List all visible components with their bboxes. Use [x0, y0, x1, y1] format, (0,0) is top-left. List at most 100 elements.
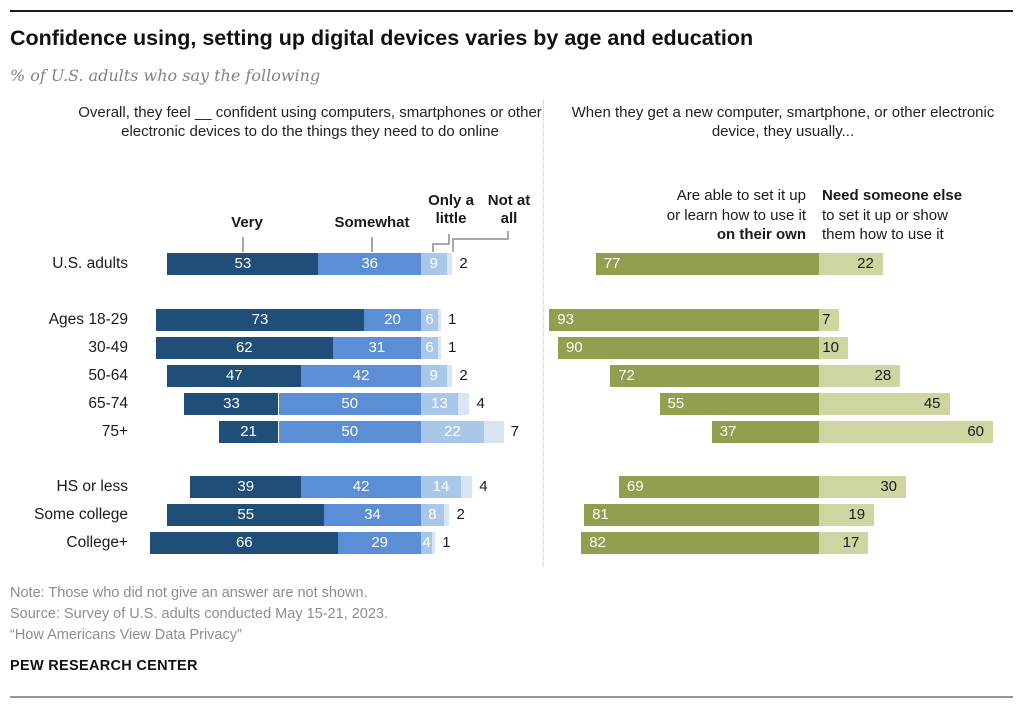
row-label: U.S. adults — [52, 255, 128, 272]
bar-segment-set-up-own: 82 — [581, 532, 819, 554]
legend-not-at-all: Not at all — [487, 192, 531, 227]
bar-segment-only-a-little: 14 — [421, 476, 461, 498]
bar-segment-set-up-own: 90 — [558, 337, 819, 359]
value-label-not-at-all: 2 — [459, 255, 468, 272]
bar-segment-need-someone-else: 30 — [819, 476, 906, 498]
chart-subtitle: % of U.S. adults who say the following — [10, 66, 321, 85]
bar-segment-only-a-little: 9 — [421, 253, 447, 275]
row-label: College+ — [66, 534, 128, 551]
bar-segment-not-at-all — [483, 421, 504, 443]
note-line: Note: Those who did not give an answer a… — [10, 585, 368, 601]
bar-segment-somewhat: 34 — [324, 504, 421, 526]
row-label: Ages 18-29 — [48, 311, 128, 328]
legend-line: to set it up or show — [822, 206, 948, 224]
bar-segment-only-a-little: 22 — [421, 421, 484, 443]
bar-segment-need-someone-else: 22 — [819, 253, 883, 275]
leader-line-little-v2 — [432, 243, 434, 252]
bar-segment-set-up-own: 81 — [584, 504, 819, 526]
row-label: 65-74 — [88, 395, 128, 412]
bar-segment-very: 73 — [155, 309, 364, 331]
bar-segment-very: 62 — [155, 337, 333, 359]
bar-segment-only-a-little: 8 — [421, 504, 444, 526]
value-label-not-at-all: 4 — [479, 478, 488, 495]
bar-segment-very: 66 — [150, 532, 339, 554]
leader-line-little-v1 — [448, 234, 450, 245]
bar-segment-need-someone-else: 7 — [819, 309, 840, 331]
bar-segment-somewhat: 31 — [332, 337, 421, 359]
bar-segment-set-up-own: 37 — [711, 421, 819, 443]
bar-segment-very: 39 — [190, 476, 302, 498]
leader-line-little-h — [432, 243, 450, 245]
row-label: HS or less — [56, 478, 129, 495]
source-line: Source: Survey of U.S. adults conducted … — [10, 606, 389, 622]
bar-segment-somewhat: 50 — [278, 421, 421, 443]
bar-segment-set-up-own: 93 — [549, 309, 819, 331]
leader-line-somewhat — [371, 237, 373, 252]
bar-segment-set-up-own: 69 — [618, 476, 819, 498]
legend-very: Very — [231, 214, 263, 231]
leader-line-notatall-v1 — [507, 231, 509, 240]
value-label-not-at-all: 4 — [476, 395, 485, 412]
bar-segment-not-at-all — [460, 476, 473, 498]
bar-segment-very: 33 — [184, 393, 279, 415]
value-label-not-at-all: 2 — [456, 506, 465, 523]
value-label-not-at-all: 1 — [447, 311, 457, 328]
leader-line-very — [242, 237, 244, 252]
bar-segment-very: 47 — [167, 365, 302, 387]
bar-segment-only-a-little: 13 — [421, 393, 459, 415]
bar-segment-very: 55 — [167, 504, 325, 526]
bar-segment-need-someone-else: 60 — [819, 421, 993, 443]
row-label: 30-49 — [88, 339, 128, 356]
legend-line: them how to use it — [822, 226, 944, 243]
bar-segment-not-at-all — [438, 309, 441, 331]
bar-segment-only-a-little: 4 — [421, 532, 433, 554]
legend-line: Are able to set it up — [676, 187, 806, 204]
row-label: 75+ — [101, 423, 128, 440]
legend-line: on their own — [716, 226, 806, 243]
bar-segment-not-at-all — [443, 504, 450, 526]
legend-line: Need someone else — [822, 187, 963, 204]
pew-research-center-wordmark: PEW RESEARCH CENTER — [10, 658, 198, 674]
legend-line: or learn how to use it — [666, 206, 806, 224]
bar-segment-only-a-little: 6 — [421, 309, 439, 331]
legend-need-someone-else: Need someone else to set it up or show t… — [822, 186, 1022, 245]
row-label: Some college — [34, 506, 128, 523]
bar-segment-need-someone-else: 10 — [819, 337, 848, 359]
bar-segment-somewhat: 42 — [301, 476, 421, 498]
row-label: 50-64 — [88, 367, 128, 384]
bar-segment-need-someone-else: 45 — [819, 393, 950, 415]
value-label-not-at-all: 7 — [510, 423, 519, 440]
bar-segment-somewhat: 36 — [318, 253, 421, 275]
leader-line-notatall-h — [452, 238, 509, 240]
chart-title: Confidence using, setting up digital dev… — [10, 26, 754, 50]
panel-divider — [543, 100, 544, 566]
bar-segment-set-up-own: 72 — [610, 365, 819, 387]
left-panel-header: Overall, they feel __ confident using co… — [78, 104, 542, 140]
value-label-not-at-all: 2 — [459, 367, 468, 384]
bar-segment-somewhat: 50 — [278, 393, 421, 415]
bar-segment-set-up-own: 77 — [595, 253, 819, 275]
legend-set-up-own: Are able to set it up or learn how to us… — [606, 186, 806, 245]
bar-segment-not-at-all — [438, 337, 441, 359]
bottom-rule — [10, 696, 1013, 698]
right-panel-header: When they get a new computer, smartphone… — [571, 104, 995, 140]
value-label-not-at-all: 1 — [442, 534, 451, 551]
bar-segment-somewhat: 29 — [338, 532, 421, 554]
leader-line-notatall-v2 — [452, 238, 454, 252]
bar-segment-only-a-little: 9 — [421, 365, 447, 387]
report-title-line: “How Americans View Data Privacy” — [10, 627, 242, 643]
legend-somewhat: Somewhat — [334, 214, 410, 231]
bar-segment-only-a-little: 6 — [421, 337, 439, 359]
top-rule — [10, 10, 1013, 12]
value-label-not-at-all: 1 — [447, 339, 457, 356]
bar-segment-somewhat: 42 — [301, 365, 421, 387]
legend-only-a-little: Only a little — [428, 192, 474, 227]
bar-segment-not-at-all — [446, 253, 453, 275]
bar-segment-not-at-all — [458, 393, 470, 415]
bar-segment-set-up-own: 55 — [659, 393, 819, 415]
bar-segment-need-someone-else: 28 — [819, 365, 901, 387]
bar-segment-need-someone-else: 17 — [819, 532, 869, 554]
bar-segment-very: 21 — [218, 421, 279, 443]
bar-segment-not-at-all — [446, 365, 453, 387]
